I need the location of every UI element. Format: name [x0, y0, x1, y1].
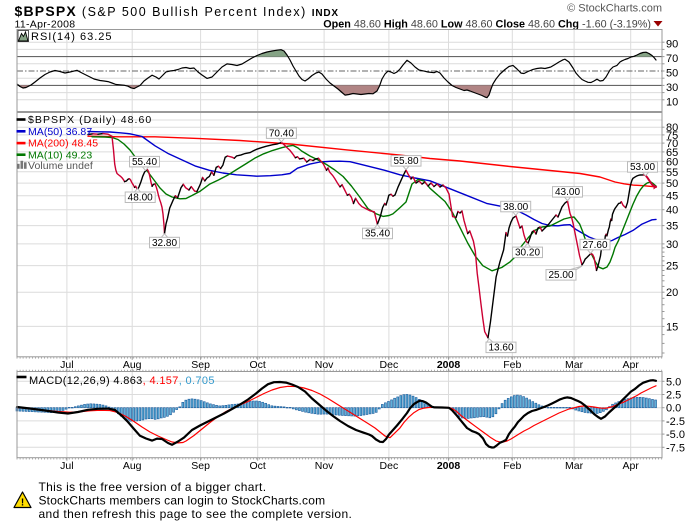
svg-text:13.60: 13.60 — [488, 343, 513, 354]
svg-text:27.60: 27.60 — [582, 240, 607, 251]
svg-text:25: 25 — [666, 261, 678, 273]
svg-text:20: 20 — [666, 287, 678, 299]
svg-text:$BPSPX (Daily) 48.60: $BPSPX (Daily) 48.60 — [28, 114, 152, 126]
svg-text:StockCharts members can login: StockCharts members can login to StockCh… — [39, 494, 326, 508]
svg-text:-5.0: -5.0 — [666, 429, 685, 441]
svg-text:MA(10) 49.23: MA(10) 49.23 — [28, 149, 92, 161]
svg-text:RSI(14) 63.25: RSI(14) 63.25 — [31, 31, 112, 43]
svg-text:Open 48.60 High 48.60 Low 48.6: Open 48.60 High 48.60 Low 48.60 Close 48… — [323, 19, 651, 31]
svg-text:Volume undef: Volume undef — [28, 160, 93, 172]
svg-text:Sep: Sep — [191, 460, 210, 472]
svg-text:Feb: Feb — [503, 460, 521, 472]
svg-text:90: 90 — [666, 39, 678, 51]
svg-text:32.80: 32.80 — [152, 238, 177, 249]
svg-text:Jul: Jul — [60, 460, 73, 472]
svg-text:Apr: Apr — [623, 460, 640, 472]
svg-text:48.00: 48.00 — [128, 193, 153, 204]
svg-text:Nov: Nov — [315, 460, 334, 472]
svg-text:and then refresh this page to: and then refresh this page to see the co… — [39, 507, 353, 521]
svg-text:50: 50 — [666, 68, 678, 80]
svg-text:Sep: Sep — [191, 359, 210, 371]
svg-text:Dec: Dec — [380, 460, 399, 472]
svg-text:!: ! — [21, 498, 24, 509]
svg-text:Dec: Dec — [380, 359, 399, 371]
svg-text:53.00: 53.00 — [630, 162, 655, 173]
svg-text:10: 10 — [666, 96, 678, 108]
svg-text:Aug: Aug — [123, 460, 142, 472]
svg-text:5.0: 5.0 — [666, 376, 681, 388]
svg-text:2008: 2008 — [437, 460, 461, 472]
svg-text:Apr: Apr — [623, 359, 640, 371]
svg-text:50: 50 — [666, 178, 678, 190]
svg-text:Aug: Aug — [123, 359, 142, 371]
svg-text:55.80: 55.80 — [393, 156, 418, 167]
svg-text:75: 75 — [666, 130, 678, 142]
svg-text:Oct: Oct — [250, 460, 266, 472]
svg-text:-7.5: -7.5 — [666, 442, 685, 454]
svg-text:35: 35 — [666, 221, 678, 233]
svg-text:70: 70 — [666, 53, 678, 65]
svg-text:2.5: 2.5 — [666, 390, 681, 402]
svg-text:MACD(12,26,9) 4.863, 4.157, 0.: MACD(12,26,9) 4.863, 4.157, 0.705 — [29, 375, 215, 387]
svg-text:40: 40 — [666, 205, 678, 217]
svg-text:35.40: 35.40 — [365, 229, 390, 240]
svg-text:15: 15 — [666, 321, 678, 333]
svg-text:© StockCharts.com: © StockCharts.com — [567, 3, 662, 15]
svg-text:Oct: Oct — [250, 359, 266, 371]
svg-text:25.00: 25.00 — [548, 270, 573, 281]
svg-text:38.00: 38.00 — [503, 202, 528, 213]
svg-text:Mar: Mar — [565, 359, 584, 371]
svg-text:30: 30 — [666, 82, 678, 94]
svg-text:45: 45 — [666, 191, 678, 203]
svg-text:70.40: 70.40 — [269, 128, 294, 139]
svg-text:Jul: Jul — [60, 359, 73, 371]
svg-text:Nov: Nov — [315, 359, 334, 371]
svg-text:$BPSPX (S&P 500 Bullish Percen: $BPSPX (S&P 500 Bullish Percent Index) I… — [15, 3, 339, 19]
svg-text:80: 80 — [666, 122, 678, 134]
svg-text:MA(50) 36.87: MA(50) 36.87 — [28, 126, 92, 138]
svg-text:MA(200) 48.45: MA(200) 48.45 — [28, 138, 98, 150]
svg-text:30.20: 30.20 — [515, 248, 540, 259]
svg-text:-2.5: -2.5 — [666, 416, 685, 428]
svg-text:Feb: Feb — [503, 359, 521, 371]
svg-text:2008: 2008 — [437, 359, 461, 371]
svg-text:70: 70 — [666, 138, 678, 150]
svg-text:65: 65 — [666, 147, 678, 159]
svg-text:60: 60 — [666, 156, 678, 168]
svg-text:30: 30 — [666, 239, 678, 251]
svg-text:This is the free version of a: This is the free version of a bigger cha… — [39, 480, 267, 494]
svg-text:43.00: 43.00 — [555, 187, 580, 198]
svg-text:55.40: 55.40 — [132, 157, 157, 168]
svg-text:Mar: Mar — [565, 460, 584, 472]
svg-text:0.0: 0.0 — [666, 403, 681, 415]
svg-text:11-Apr-2008: 11-Apr-2008 — [15, 19, 76, 31]
svg-text:55: 55 — [666, 167, 678, 179]
